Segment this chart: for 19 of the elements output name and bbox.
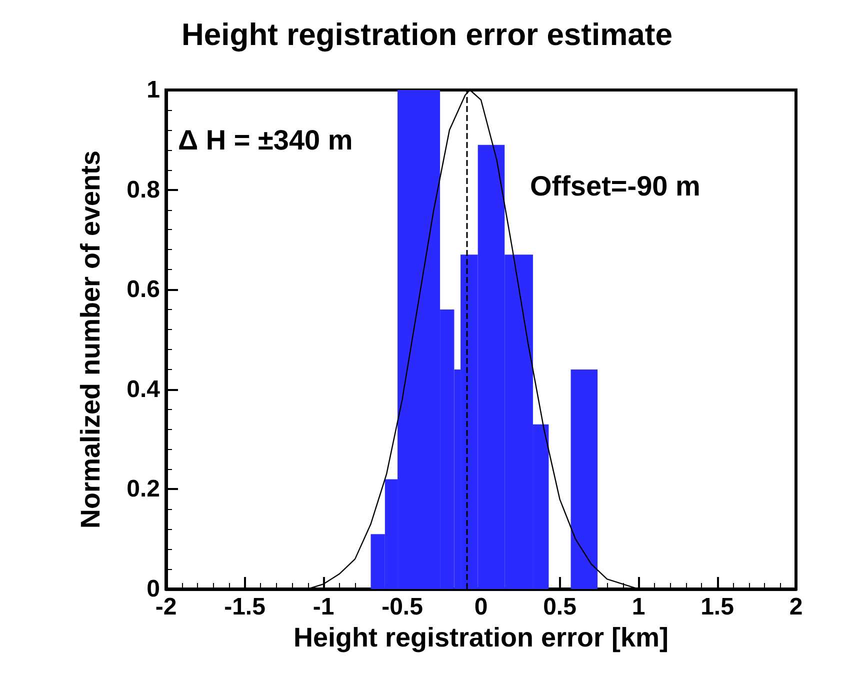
y-axis-title: Normalized number of events [76,150,106,529]
y-tick-label: 0.4 [126,376,161,403]
x-tick-label: -1 [312,594,334,620]
y-tick-label: 0.2 [126,476,160,503]
x-tick-label: 1.5 [700,594,734,620]
annotation: Δ H = ±340 m [178,124,353,156]
x-tick-label: -1.5 [224,594,266,620]
y-tick-label: 0.6 [126,276,160,304]
annotation: Offset=-90 m [530,170,700,202]
x-tick-label: 0.5 [543,594,576,620]
x-tick-label: 1 [632,594,646,620]
x-tick-label: 0 [474,594,488,620]
x-axis-title: Height registration error [km] [293,622,669,652]
y-tick-label: 0.8 [126,176,160,204]
x-tick-label: -0.5 [382,594,423,620]
chart-title: Height registration error estimate [182,17,672,52]
y-tick-label: 1 [146,76,160,104]
y-tick-label: 0 [146,576,160,602]
x-tick-label: 2 [789,594,803,620]
